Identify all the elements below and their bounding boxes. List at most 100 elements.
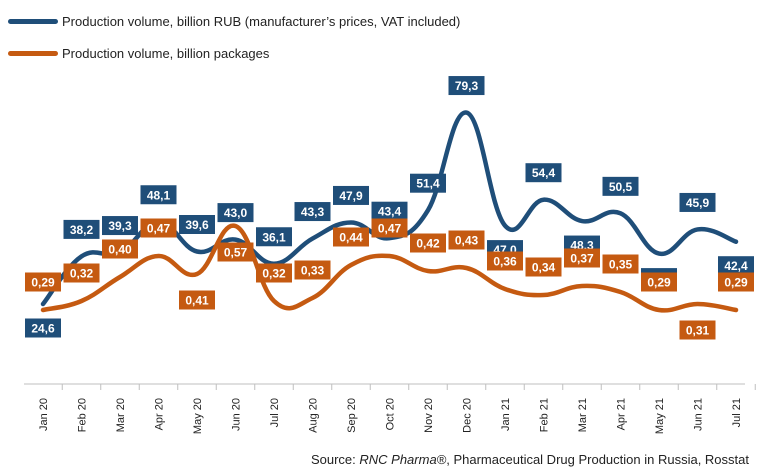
packages-data-label-text: 0,47 (378, 222, 402, 236)
packages-data-label: 0,40 (102, 239, 138, 259)
x-tick-label: Oct 20 (385, 398, 397, 430)
packages-data-labels: 0,29 0,32 0,40 0,47 0,41 0,57 0,32 0,33 0,44 0,47… (25, 218, 754, 340)
packages-data-label: 0,34 (525, 257, 562, 277)
rub-data-labels: 24,6 38,2 39,3 48,1 39,6 43,0 36,1 43,3 47,9 43,4… (25, 76, 754, 338)
x-tick-label: Apr 20 (154, 398, 166, 430)
rub-data-label-box (217, 203, 254, 223)
rub-data-label-text: 50,5 (609, 180, 633, 194)
packages-data-label-box (140, 218, 177, 238)
rub-data-label: 54,4 (525, 163, 562, 183)
packages-data-label: 0,47 (371, 218, 408, 238)
packages-data-label-box (294, 260, 331, 280)
packages-line (40, 223, 739, 313)
packages-data-label: 0,31 (679, 320, 716, 340)
x-tick-label: Feb 21 (539, 398, 551, 432)
rub-data-label: 43,3 (294, 202, 331, 222)
rub-data-label-box (718, 256, 754, 276)
x-tick-label: Jan 21 (500, 398, 512, 431)
packages-data-label-text: 0,32 (70, 267, 94, 281)
x-tick-label: Jun 21 (693, 398, 705, 431)
packages-data-label-box (102, 239, 138, 259)
packages-data-label: 0,33 (294, 260, 331, 280)
packages-data-label: 0,32 (63, 263, 100, 283)
rub-data-label-text: 79,3 (455, 79, 479, 93)
packages-data-label: 0,29 (25, 272, 61, 292)
rub-data-label-box (256, 227, 292, 247)
legend-swatch-rub (8, 19, 58, 24)
rub-data-label-text: 45,9 (686, 196, 710, 210)
rub-data-label: 43,0 (217, 203, 254, 223)
rub-data-label-text: 39,3 (108, 219, 132, 233)
rub-data-label-text: 24,6 (31, 322, 55, 336)
x-tick-label: May 21 (654, 398, 666, 434)
x-tick-label: May 20 (192, 398, 204, 434)
rub-data-label: 45,9 (679, 192, 716, 212)
packages-data-label-text: 0,47 (147, 222, 171, 236)
rub-data-label-box (602, 176, 639, 196)
rub-data-label: 79,3 (448, 76, 485, 96)
packages-data-label-text: 0,29 (647, 276, 671, 290)
rub-data-label-box (525, 163, 562, 183)
packages-data-label: 0,36 (487, 251, 523, 271)
packages-data-label-box (63, 263, 100, 283)
rub-data-label-text: 54,4 (532, 166, 556, 180)
packages-data-label-text: 0,57 (224, 246, 248, 260)
packages-data-label: 0,57 (217, 242, 254, 262)
packages-data-label-box (410, 233, 446, 253)
rub-data-label-text: 42,4 (724, 259, 748, 273)
packages-data-label-box (448, 230, 485, 250)
legend-label-rub: Production volume, billion RUB (manufact… (62, 14, 461, 29)
x-axis: Jan 20 Feb 20 Mar 20 Apr 20 May 20 Jun 20 Jul … (24, 383, 756, 434)
rub-data-label: 48,1 (140, 185, 177, 205)
x-tick-label: Feb 20 (77, 398, 89, 432)
rub-data-label: 39,3 (102, 216, 138, 236)
x-tick-label: Jun 20 (231, 398, 243, 431)
x-tick-label: Mar 21 (577, 398, 589, 432)
rub-data-label-box (25, 318, 61, 338)
packages-data-label-text: 0,40 (108, 243, 132, 257)
rub-data-label-box (179, 215, 215, 234)
packages-data-label-box (371, 218, 408, 238)
x-tick-label: Nov 20 (423, 398, 435, 433)
rub-data-label-box (410, 173, 446, 193)
packages-data-label-text: 0,41 (185, 294, 209, 308)
packages-data-label-box (525, 257, 562, 277)
rub-data-label: 42,4 (718, 256, 754, 276)
rub-data-label: 50,5 (602, 176, 639, 196)
rub-data-label-text: 43,0 (224, 206, 248, 220)
x-tick-label: Jul 21 (731, 398, 743, 427)
rub-data-label-text: 43,3 (301, 205, 325, 219)
packages-data-label: 0,37 (564, 248, 600, 268)
rub-data-label: 24,6 (25, 318, 61, 338)
source-brand: RNC Pharma® (359, 452, 447, 467)
packages-data-label-box (718, 272, 754, 292)
rub-data-label-text: 51,4 (416, 177, 440, 191)
packages-data-label: 0,41 (179, 290, 215, 310)
x-tick-label: Sep 20 (346, 398, 358, 433)
rub-data-label-box (371, 201, 408, 221)
legend-swatch-packages (8, 51, 58, 56)
rub-data-label-box (294, 202, 331, 222)
packages-data-label-text: 0,32 (262, 267, 286, 281)
source-suffix: , Pharmaceutical Drug Production in Russ… (446, 452, 749, 467)
packages-data-label-box (679, 320, 716, 340)
rub-data-label: 51,4 (410, 173, 446, 193)
rub-data-label-text: 39,6 (185, 218, 209, 232)
packages-data-label-box (256, 263, 292, 283)
rub-data-label-box (102, 216, 138, 236)
x-tick-label: Jul 20 (269, 398, 281, 427)
packages-data-label-text: 0,43 (455, 234, 479, 248)
x-tick-label: Aug 20 (308, 398, 320, 433)
rub-data-label-box (448, 76, 485, 96)
packages-data-label-text: 0,29 (31, 276, 55, 290)
x-tick-label: Jan 20 (38, 398, 50, 431)
rub-data-label-text: 38,2 (70, 223, 94, 237)
packages-data-label-text: 0,35 (609, 258, 633, 272)
packages-data-label: 0,29 (641, 272, 677, 292)
packages-data-label-text: 0,44 (339, 231, 363, 245)
packages-data-label: 0,29 (718, 272, 754, 292)
packages-data-label-box (333, 227, 369, 247)
rub-data-label: 36,1 (256, 227, 292, 247)
rub-data-label-box (333, 185, 369, 205)
